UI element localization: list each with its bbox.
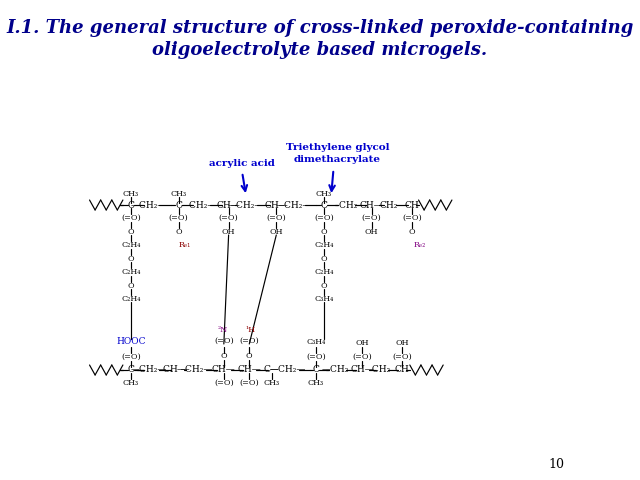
Text: CH: CH: [394, 365, 409, 374]
Text: (=O): (=O): [121, 353, 141, 361]
Text: —CH₂—: —CH₂—: [269, 365, 306, 374]
Text: CH—: CH—: [237, 365, 261, 374]
Text: O: O: [246, 352, 253, 360]
Text: C₂H₄: C₂H₄: [121, 295, 141, 303]
Text: 10: 10: [549, 458, 565, 471]
Text: Rₑ₁: Rₑ₁: [179, 241, 191, 249]
Text: CH —: CH —: [163, 365, 189, 374]
Text: CH₃: CH₃: [316, 190, 332, 198]
Text: (=O): (=O): [214, 337, 234, 345]
Text: C₃H₄: C₃H₄: [314, 295, 333, 303]
Text: —CH₂—: —CH₂—: [228, 201, 264, 209]
Text: ²N: ²N: [217, 326, 227, 334]
Text: (=O): (=O): [306, 353, 326, 361]
Text: CH—: CH—: [360, 201, 383, 209]
Text: C: C: [127, 201, 134, 209]
Text: CH₃: CH₃: [123, 379, 139, 387]
Text: —CH₂—: —CH₂—: [130, 365, 166, 374]
Text: C: C: [175, 201, 182, 209]
Text: (=O): (=O): [169, 214, 188, 222]
Text: (=O): (=O): [392, 353, 412, 361]
Text: O: O: [127, 255, 134, 263]
Text: C₂H₄: C₂H₄: [121, 241, 141, 249]
Text: (=O): (=O): [219, 214, 239, 222]
Text: (=O): (=O): [239, 337, 259, 345]
Text: CH₃: CH₃: [170, 190, 187, 198]
Text: Rₑ₂: Rₑ₂: [414, 241, 426, 249]
Text: CH—: CH—: [264, 201, 288, 209]
Text: I.1. The general structure of cross-linked peroxide-containing: I.1. The general structure of cross-link…: [6, 19, 634, 37]
Text: OH: OH: [365, 228, 378, 236]
Text: CH—: CH—: [217, 201, 241, 209]
Text: CH: CH: [405, 201, 420, 209]
Text: O: O: [221, 352, 227, 360]
Text: Triethylene glycol: Triethylene glycol: [285, 144, 389, 153]
Text: (=O): (=O): [352, 353, 372, 361]
Text: —CH₂: —CH₂: [331, 201, 358, 209]
Text: —CH₂—: —CH₂—: [276, 201, 312, 209]
Text: OH: OH: [355, 339, 369, 347]
Text: oligoelectrolyte based microgels.: oligoelectrolyte based microgels.: [152, 41, 488, 59]
Text: dimethacrylate: dimethacrylate: [294, 156, 381, 165]
Text: O: O: [321, 228, 327, 236]
Text: CH₂: CH₂: [369, 365, 390, 374]
Text: —CH₂—: —CH₂—: [181, 201, 218, 209]
Text: O: O: [175, 228, 182, 236]
Text: (=O): (=O): [214, 379, 234, 387]
Text: CH₃: CH₃: [308, 379, 324, 387]
Text: CH₃: CH₃: [264, 379, 280, 387]
Text: —CH₂—: —CH₂—: [130, 201, 166, 209]
Text: (=O): (=O): [314, 214, 334, 222]
Text: —CH₂—: —CH₂—: [177, 365, 213, 374]
Text: O: O: [127, 282, 134, 290]
Text: HOOC: HOOC: [116, 337, 146, 347]
Text: C₂H₄: C₂H₄: [314, 241, 333, 249]
Text: O: O: [321, 282, 327, 290]
Text: (=O): (=O): [266, 214, 286, 222]
Text: CH₂: CH₂: [380, 201, 398, 209]
Text: O: O: [409, 228, 415, 236]
Text: C₂H₄: C₂H₄: [121, 268, 141, 276]
Text: O: O: [127, 228, 134, 236]
Text: (=O): (=O): [362, 214, 381, 222]
Text: acrylic acid: acrylic acid: [209, 158, 275, 168]
Text: C—: C—: [264, 365, 280, 374]
Text: CH₃: CH₃: [123, 190, 139, 198]
Text: CH—: CH—: [350, 365, 374, 374]
Text: ¹H: ¹H: [245, 326, 255, 334]
Text: C: C: [127, 365, 134, 374]
Text: C₂H₄: C₂H₄: [314, 268, 333, 276]
Text: C: C: [312, 365, 319, 374]
Text: C: C: [321, 201, 328, 209]
Text: (=O): (=O): [121, 214, 141, 222]
Text: O: O: [321, 255, 327, 263]
Text: (=O): (=O): [239, 379, 259, 387]
Text: OH: OH: [222, 228, 236, 236]
Text: OH: OH: [269, 228, 283, 236]
Text: CH—: CH—: [212, 365, 236, 374]
Text: (=O): (=O): [403, 214, 422, 222]
Text: —CH₂: —CH₂: [321, 365, 349, 374]
Text: C₃H₄: C₃H₄: [307, 338, 326, 346]
Text: OH: OH: [395, 339, 408, 347]
